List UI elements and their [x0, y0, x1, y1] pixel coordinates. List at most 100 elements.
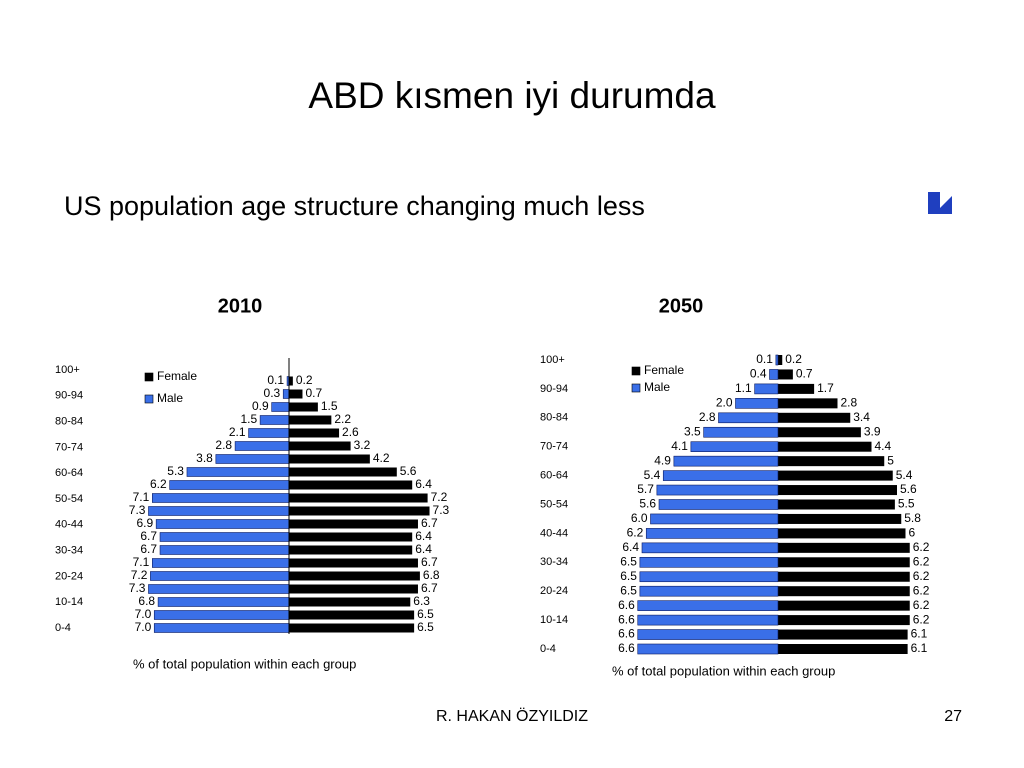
- value-label: 2.2: [334, 412, 351, 426]
- value-label: 5.6: [900, 482, 917, 496]
- bar: [778, 485, 897, 496]
- age-label: 40-44: [55, 519, 83, 531]
- footer: R. HAKAN ÖZYILDIZ: [436, 707, 588, 725]
- value-label: 6.2: [150, 477, 167, 491]
- legend-label: Male: [644, 380, 670, 394]
- value-label: 3.8: [196, 451, 213, 465]
- value-label: 0.3: [264, 386, 281, 400]
- value-label: 7.3: [129, 581, 146, 595]
- value-label: 7.1: [133, 490, 150, 504]
- value-label: 3.2: [354, 438, 371, 452]
- value-label: 7.3: [129, 503, 146, 517]
- value-label: 5.4: [644, 468, 661, 482]
- value-label: 6.7: [421, 581, 438, 595]
- value-label: 6.4: [415, 529, 432, 543]
- bar: [159, 532, 290, 542]
- value-label: 0.4: [750, 367, 767, 381]
- bar: [650, 513, 779, 525]
- value-label: 6.4: [415, 542, 432, 556]
- bar: [152, 493, 290, 503]
- value-label: 6.4: [622, 540, 639, 554]
- value-label: 6.5: [620, 583, 637, 597]
- value-label: 6.6: [618, 612, 635, 626]
- bar: [148, 584, 290, 594]
- bar: [289, 467, 397, 477]
- age-label: 0-4: [55, 622, 71, 634]
- value-label: 6.2: [913, 554, 930, 568]
- age-label: 90-94: [55, 390, 83, 402]
- bar: [778, 470, 893, 481]
- value-label: 6.6: [618, 641, 635, 655]
- page-number: 27: [944, 708, 962, 725]
- value-label: 4.4: [875, 439, 892, 453]
- value-label: 6: [909, 526, 916, 540]
- bar: [215, 454, 290, 464]
- value-label: 1.5: [321, 399, 338, 413]
- bar: [637, 600, 779, 611]
- bar: [658, 499, 779, 510]
- legend-swatch: [144, 394, 154, 404]
- bar: [289, 376, 293, 386]
- bar: [769, 369, 779, 380]
- bar: [637, 629, 779, 640]
- value-label: 7.0: [135, 620, 152, 634]
- bar: [289, 480, 413, 490]
- bar: [248, 428, 290, 438]
- bar: [656, 484, 779, 496]
- bar: [289, 454, 370, 464]
- value-label: 2.1: [229, 425, 246, 439]
- value-label: 7.3: [433, 503, 450, 517]
- bar: [778, 629, 908, 640]
- age-label: 30-34: [540, 556, 568, 568]
- bar: [289, 623, 415, 633]
- bar: [778, 571, 910, 582]
- x-axis-label: % of total population within each group: [133, 656, 356, 671]
- value-label: 6.2: [913, 540, 930, 554]
- value-label: 7.0: [135, 607, 152, 621]
- age-label: 100+: [540, 354, 565, 366]
- bar: [641, 542, 779, 554]
- chart-title: 2050: [659, 295, 704, 317]
- value-label: 4.2: [373, 451, 390, 465]
- value-label: 5.4: [896, 468, 913, 482]
- value-label: 5.5: [898, 497, 915, 511]
- bar: [289, 415, 332, 425]
- bar: [637, 643, 779, 655]
- value-label: 2.8: [841, 396, 858, 410]
- age-label: 40-44: [540, 527, 568, 539]
- bar: [778, 542, 910, 553]
- value-label: 6.8: [423, 568, 440, 582]
- bar: [289, 610, 415, 620]
- bar: [778, 600, 910, 611]
- bar: [639, 571, 779, 583]
- bar: [639, 556, 779, 568]
- bar: [778, 412, 851, 423]
- value-label: 5.6: [639, 497, 656, 511]
- value-label: 6.8: [138, 594, 155, 608]
- bar: [778, 398, 838, 409]
- logo: [928, 192, 952, 214]
- value-label: 5.3: [167, 464, 184, 478]
- bar: [289, 428, 340, 438]
- value-label: 0.9: [252, 399, 269, 413]
- value-label: 6.9: [136, 516, 153, 530]
- value-label: 3.5: [684, 424, 701, 438]
- value-label: 6.4: [415, 477, 432, 491]
- bar: [735, 398, 779, 409]
- value-label: 0.1: [267, 373, 284, 387]
- value-label: 6.5: [620, 554, 637, 568]
- legend-swatch: [631, 383, 641, 393]
- value-label: 6.2: [913, 598, 930, 612]
- value-label: 3.4: [853, 410, 870, 424]
- age-label: 70-74: [540, 441, 568, 453]
- bar: [169, 480, 290, 490]
- value-label: 7.2: [431, 490, 448, 504]
- bar: [289, 389, 303, 399]
- bar: [289, 493, 428, 503]
- bar: [775, 354, 779, 366]
- value-label: 4.1: [671, 439, 688, 453]
- bar: [754, 383, 779, 395]
- value-label: 6.2: [913, 583, 930, 597]
